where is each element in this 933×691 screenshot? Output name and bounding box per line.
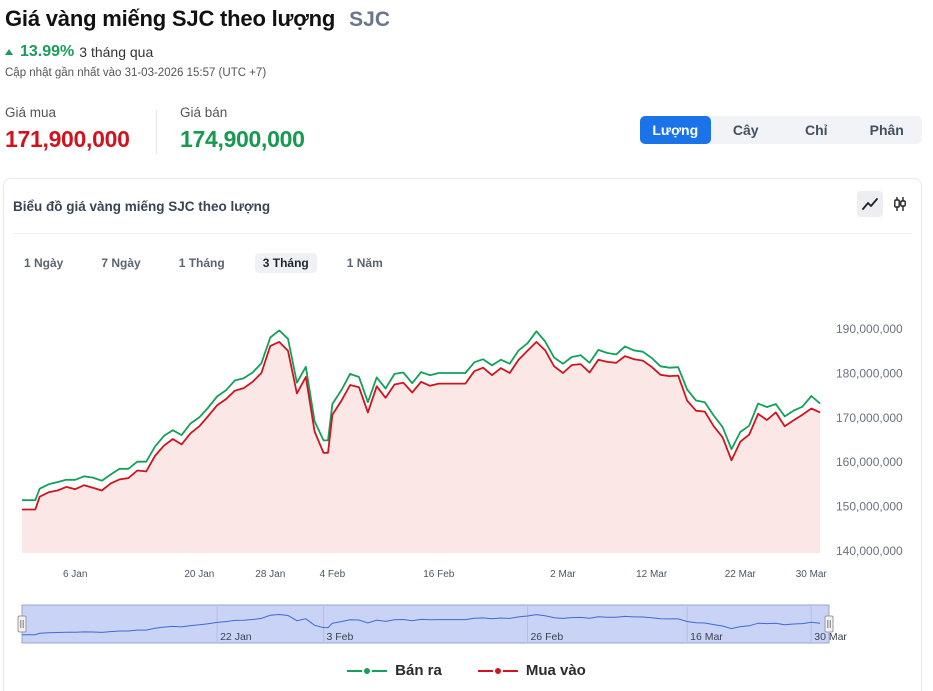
change-row: 13.99% 3 tháng qua — [5, 43, 153, 61]
x-tick-label: 20 Jan — [184, 569, 214, 580]
x-tick-label: 28 Jan — [255, 569, 285, 580]
y-tick-label: 150,000,000 — [836, 499, 903, 513]
buy-price-label: Giá mua — [5, 105, 57, 120]
sell-line — [22, 329, 821, 502]
legend-item-buy[interactable]: Mua vào — [477, 662, 586, 679]
buy-area — [22, 341, 821, 553]
range-tab-1-day[interactable]: 1 Ngày — [24, 256, 64, 270]
x-tick-label: 16 Feb — [423, 569, 455, 580]
title-row: Giá vàng miếng SJC theo lượng SJC — [5, 6, 390, 32]
chart-legend: Bán ra Mua vào — [0, 662, 933, 679]
x-tick-label: 6 Jan — [63, 569, 87, 580]
chart-type-switcher — [857, 191, 913, 217]
unit-tab-phan[interactable]: Phân — [869, 122, 904, 138]
candlestick-icon — [894, 197, 906, 211]
legend-item-sell[interactable]: Bán ra — [347, 662, 442, 679]
legend-swatch-sell — [347, 665, 388, 676]
range-tab-1-month[interactable]: 1 Tháng — [178, 256, 225, 270]
unit-tabs: Lượng Cây Chỉ Phân — [640, 116, 922, 144]
unit-tab-chi[interactable]: Chỉ — [804, 122, 828, 138]
navigator-handle-left[interactable] — [17, 615, 27, 633]
x-tick-label: 30 Mar — [796, 569, 828, 580]
navigator-tick-label: 26 Feb — [530, 631, 563, 643]
page-title: Giá vàng miếng SJC theo lượng — [5, 6, 336, 31]
card-separator — [13, 233, 912, 234]
sell-price-value: 174,900,000 — [180, 126, 305, 152]
legend-swatch-buy — [477, 665, 518, 676]
navigator-tick-label: 22 Jan — [220, 631, 252, 643]
buy-price-value: 171,900,000 — [5, 126, 130, 152]
unit-tab-cay[interactable]: Cây — [732, 122, 759, 138]
range-tab-7-days[interactable]: 7 Ngày — [101, 256, 141, 270]
range-tabs: 1 Ngày 7 Ngày 1 Tháng 3 Tháng 1 Năm — [16, 253, 405, 273]
navigator-tick-label: 16 Mar — [690, 631, 723, 643]
x-tick-label: 2 Mar — [550, 569, 576, 580]
buy-line — [22, 341, 821, 511]
y-tick-label: 170,000,000 — [836, 411, 903, 425]
chart-title: Biểu đồ giá vàng miếng SJC theo lượng — [13, 199, 271, 214]
ticker-label: SJC — [349, 8, 391, 31]
navigator-line — [22, 613, 821, 636]
updated-timestamp: Cập nhật gần nhất vào 31-03-2026 15:57 (… — [5, 67, 267, 79]
buy-price-block: Giá mua 171,900,000 — [5, 105, 130, 153]
sell-price-label: Giá bán — [180, 105, 228, 120]
legend-label-sell: Bán ra — [395, 662, 442, 679]
caret-up-icon — [5, 49, 13, 55]
line-chart-button[interactable] — [857, 191, 883, 217]
change-period: 3 tháng qua — [79, 44, 154, 60]
range-tab-3-months[interactable]: 3 Tháng — [254, 253, 317, 273]
y-tick-label: 160,000,000 — [836, 455, 903, 469]
range-tab-1-year[interactable]: 1 Năm — [346, 256, 383, 270]
navigator-tick-label: 30 Mar — [814, 631, 847, 643]
navigator-tick-label: 3 Feb — [327, 631, 354, 643]
change-percent: 13.99% — [20, 43, 75, 60]
x-tick-label: 22 Mar — [725, 569, 757, 580]
candlestick-button[interactable] — [887, 191, 913, 217]
unit-tab-luong[interactable]: Lượng — [640, 116, 711, 144]
y-tick-label: 140,000,000 — [836, 544, 903, 558]
y-tick-label: 180,000,000 — [836, 366, 903, 380]
price-divider — [156, 110, 157, 154]
line-chart-icon — [862, 198, 878, 210]
x-tick-label: 4 Feb — [320, 569, 346, 580]
y-tick-label: 190,000,000 — [836, 322, 903, 336]
legend-label-buy: Mua vào — [525, 662, 586, 679]
navigator-handle-right[interactable] — [824, 615, 834, 633]
sell-price-block: Giá bán 174,900,000 — [180, 105, 305, 153]
x-tick-label: 12 Mar — [636, 569, 668, 580]
navigator-window — [21, 604, 830, 644]
